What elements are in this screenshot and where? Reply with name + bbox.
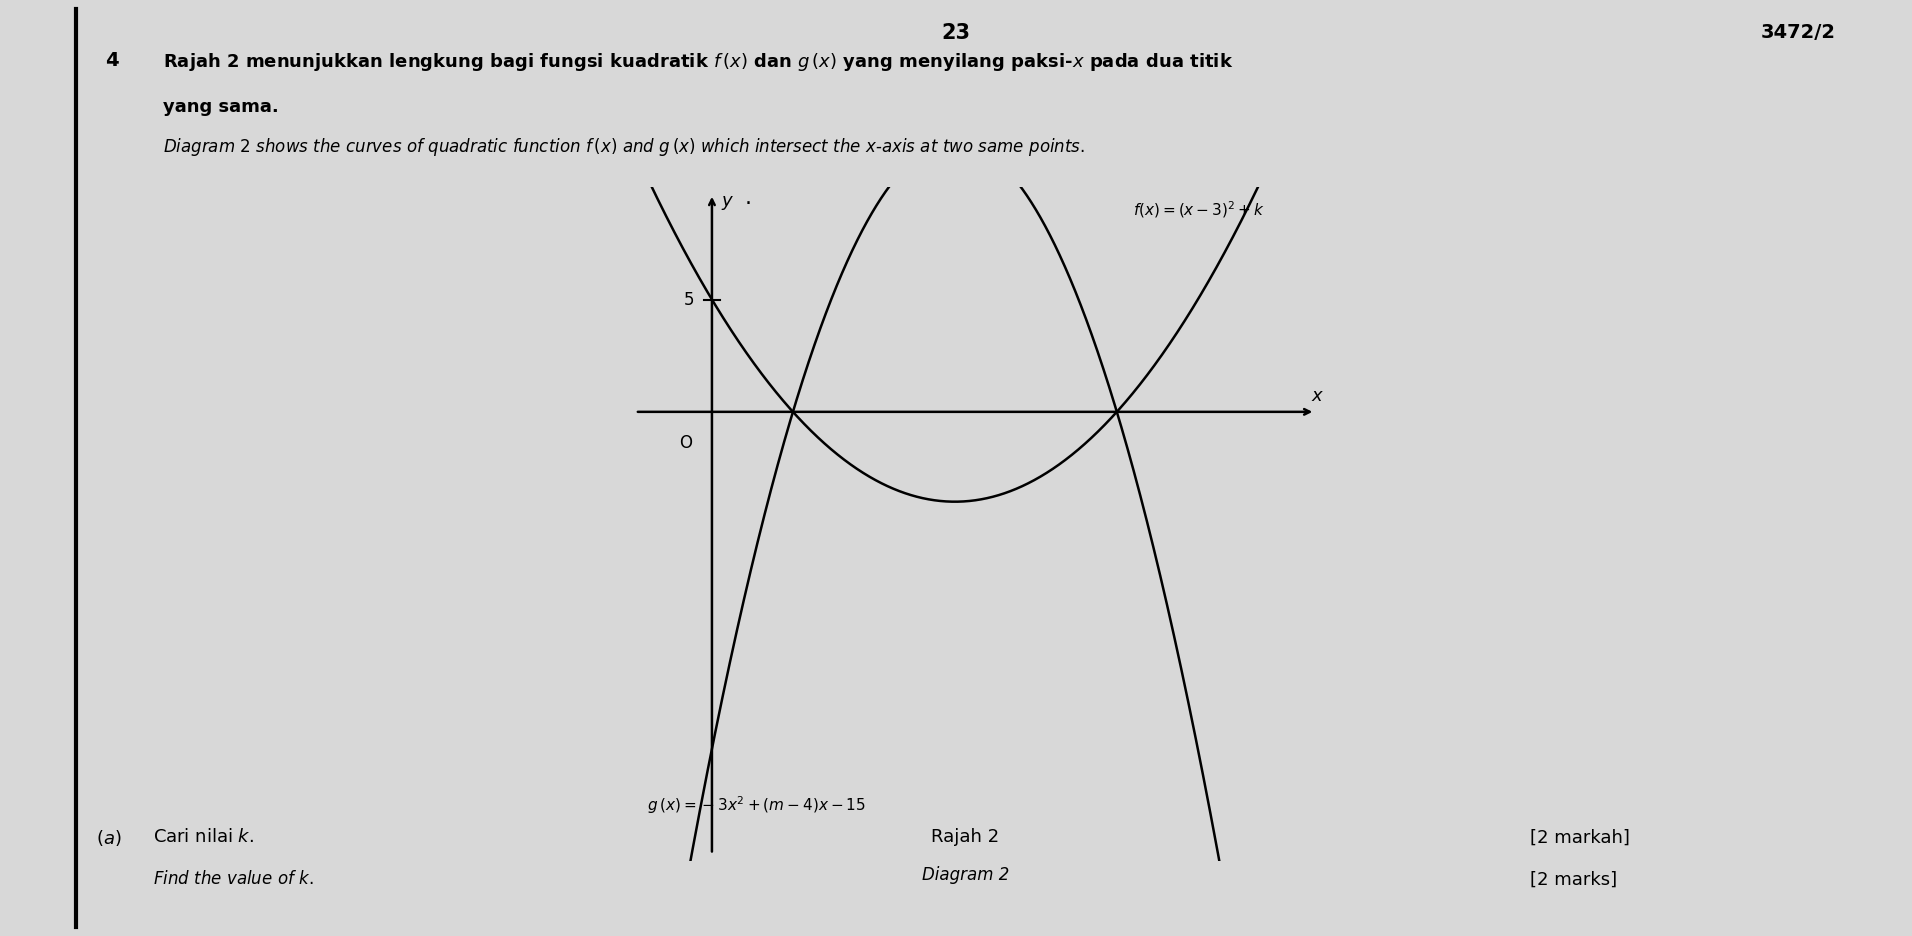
Text: 4: 4 <box>105 51 119 70</box>
Text: O: O <box>679 434 692 452</box>
Text: $Find\ the\ value\ of\ k.$: $Find\ the\ value\ of\ k.$ <box>153 870 314 888</box>
Text: .: . <box>746 188 751 209</box>
Text: Diagram 2: Diagram 2 <box>922 866 1010 884</box>
Text: [2 markah]: [2 markah] <box>1530 828 1629 846</box>
Text: $f(x) = (x-3)^2 + k$: $f(x) = (x-3)^2 + k$ <box>1134 199 1266 220</box>
Text: 3472/2: 3472/2 <box>1761 23 1836 42</box>
Text: $(a)$: $(a)$ <box>96 828 120 848</box>
Text: x: x <box>1312 388 1321 405</box>
Text: yang sama.: yang sama. <box>163 98 279 116</box>
Text: Cari nilai $k$.: Cari nilai $k$. <box>153 828 254 846</box>
Text: 23: 23 <box>941 23 971 43</box>
Text: $Diagram\ 2\ shows\ the\ curves\ of\ quadratic\ function\ f\,(x)\ and\ g\,(x)\ w: $Diagram\ 2\ shows\ the\ curves\ of\ qua… <box>163 136 1084 158</box>
Text: $g\,(x) = -3x^2 + (m-4)x - 15$: $g\,(x) = -3x^2 + (m-4)x - 15$ <box>646 794 866 816</box>
Text: y: y <box>721 192 732 210</box>
Text: Rajah 2 menunjukkan lengkung bagi fungsi kuadratik $f\,(x)$ dan $g\,(x)$ yang me: Rajah 2 menunjukkan lengkung bagi fungsi… <box>163 51 1233 74</box>
Text: Rajah 2: Rajah 2 <box>931 828 1000 846</box>
Text: 5: 5 <box>684 290 694 309</box>
Text: [2 marks]: [2 marks] <box>1530 870 1618 888</box>
